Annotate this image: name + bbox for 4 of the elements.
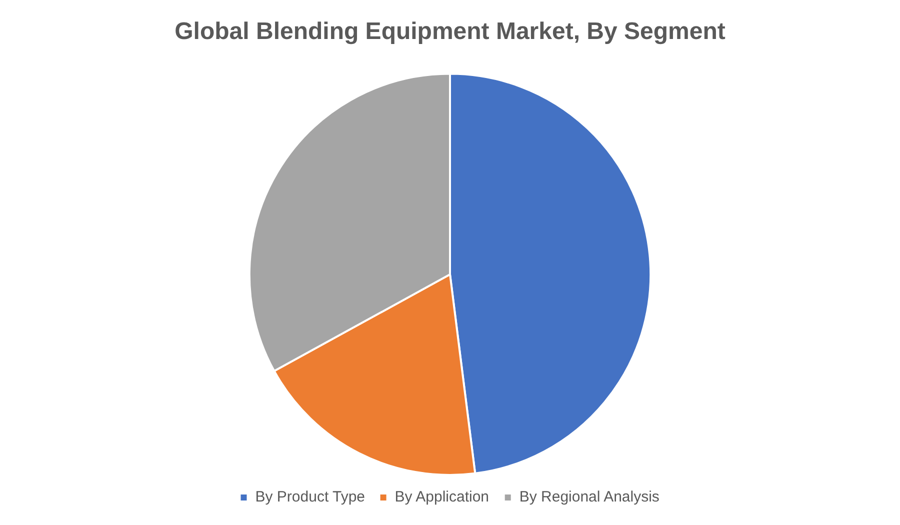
legend-label: By Product Type (255, 488, 366, 506)
legend-label: By Application (394, 488, 490, 506)
chart-title: Global Blending Equipment Market, By Segment (174, 18, 726, 46)
legend-label: By Regional Analysis (519, 488, 660, 506)
